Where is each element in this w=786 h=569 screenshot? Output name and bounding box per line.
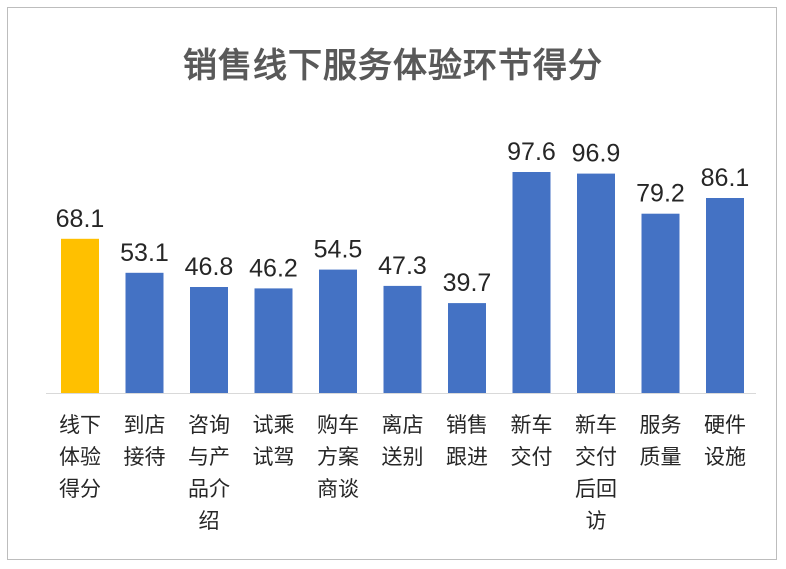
category-label: 咨询与产品介绍 — [188, 413, 230, 533]
bar — [319, 269, 357, 393]
category-label: 到店接待 — [124, 413, 166, 469]
category-label: 试乘试驾 — [253, 413, 295, 469]
category-label: 硬件设施 — [704, 413, 746, 469]
data-label: 47.3 — [378, 252, 427, 280]
bar — [706, 198, 744, 393]
data-label: 97.6 — [507, 138, 556, 166]
chart-title: 销售线下服务体验环节得分 — [183, 46, 603, 86]
bar — [125, 272, 164, 393]
bar — [512, 172, 551, 393]
category-label: 离店送别 — [382, 413, 424, 469]
category-label: 购车方案商谈 — [317, 413, 359, 501]
category-label: 新车交付 — [511, 413, 553, 469]
bar — [448, 303, 486, 393]
category-label: 服务质量 — [640, 413, 682, 469]
bar — [641, 213, 680, 393]
bar — [254, 288, 293, 393]
data-label: 54.5 — [314, 236, 363, 264]
data-label: 68.1 — [56, 205, 105, 233]
data-label: 86.1 — [701, 164, 750, 192]
data-label: 79.2 — [636, 180, 685, 208]
data-label: 96.9 — [572, 140, 621, 168]
bar — [61, 238, 99, 393]
category-label: 新车交付后回访 — [575, 413, 617, 533]
data-label: 39.7 — [443, 269, 492, 297]
category-label: 线下体验得分 — [59, 413, 101, 501]
bar — [577, 173, 615, 393]
category-label: 销售跟进 — [446, 413, 488, 469]
data-label: 53.1 — [120, 239, 169, 267]
bar — [190, 287, 228, 393]
data-label: 46.2 — [249, 254, 298, 282]
data-label: 46.8 — [185, 253, 234, 281]
bar — [383, 285, 422, 393]
